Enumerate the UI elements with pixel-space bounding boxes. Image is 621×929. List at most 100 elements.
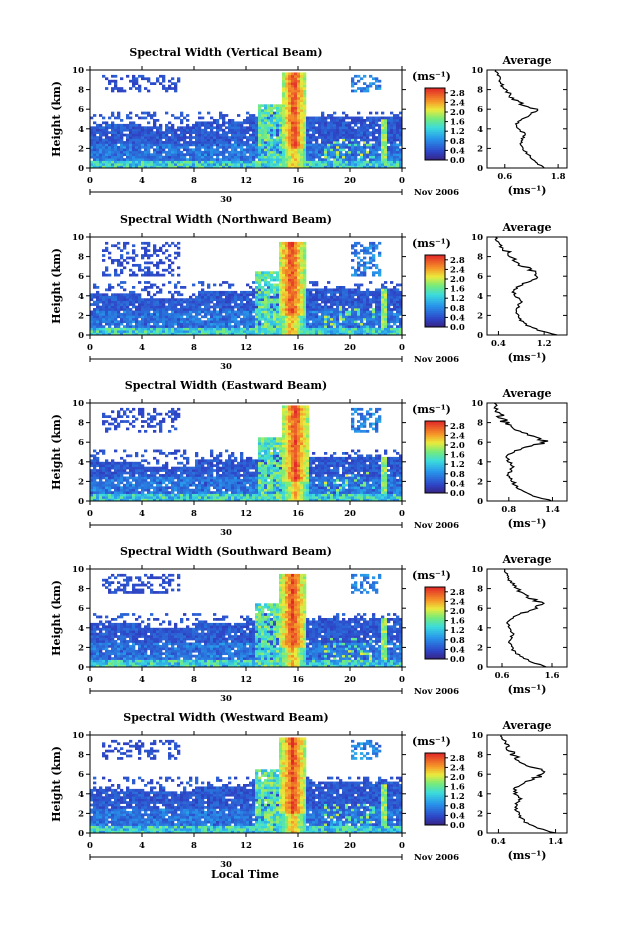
avg-y-tick-label: 8 xyxy=(477,585,483,595)
x-tick-label: 0 xyxy=(399,343,405,353)
y-tick-label: 4 xyxy=(78,790,84,800)
colorbar: 0.00.40.81.21.62.02.42.8 xyxy=(424,752,465,831)
panel-4: Spectral Width (Westward Beam) 0 2 4 6 8 10 Hei… xyxy=(50,711,568,870)
y-axis-label: Height (km) xyxy=(50,746,63,822)
month-label: Nov 2006 xyxy=(414,188,459,198)
y-axis-label: Height (km) xyxy=(50,248,63,324)
colorbar-tick-label: 2.0 xyxy=(450,108,465,118)
average-profile-line xyxy=(503,568,547,668)
x-axis-label: Local Time xyxy=(211,868,279,881)
panel-title: Spectral Width (Eastward Beam) xyxy=(125,379,327,392)
y-tick-label: 0 xyxy=(78,331,84,341)
avg-y-tick-label: 4 xyxy=(477,624,483,634)
panel-title: Spectral Width (Vertical Beam) xyxy=(129,46,322,59)
average-profile-line xyxy=(493,402,552,502)
month-label: Nov 2006 xyxy=(414,853,459,863)
avg-y-tick-label: 4 xyxy=(477,790,483,800)
colorbar-tick-label: 0.0 xyxy=(450,323,465,333)
avg-x-axis-label: (ms⁻¹) xyxy=(508,849,547,862)
panel-1: Spectral Width (Northward Beam) 0 2 4 6 8 10 He… xyxy=(50,213,568,372)
day-label: 30 xyxy=(220,195,232,205)
colorbar-tick-label: 2.0 xyxy=(450,441,465,451)
avg-x-tick-label: 0.4 xyxy=(491,339,506,349)
colorbar-tick-label: 2.4 xyxy=(450,597,465,607)
colorbar-tick-label: 1.6 xyxy=(450,285,465,295)
colorbar-tick-label: 1.2 xyxy=(450,792,465,802)
colorbar-tick-label: 1.2 xyxy=(450,294,465,304)
avg-y-tick-label: 8 xyxy=(477,253,483,263)
colorbar-tick-label: 0.4 xyxy=(450,479,465,489)
x-tick-label: 0 xyxy=(87,176,93,186)
average-profile-panel: Average 0 2 4 6 8 10 0.4 1.4(ms⁻¹) xyxy=(471,719,568,862)
avg-y-tick-label: 2 xyxy=(477,809,483,819)
x-tick-label: 16 xyxy=(292,509,304,519)
x-tick-label: 0 xyxy=(87,675,93,685)
y-tick-label: 10 xyxy=(72,399,84,409)
average-title: Average xyxy=(501,221,551,234)
x-tick-label: 16 xyxy=(292,176,304,186)
colorbar-tick-label: 0.8 xyxy=(450,470,465,480)
y-tick-label: 2 xyxy=(78,809,84,819)
day-label: 30 xyxy=(220,528,232,538)
colorbar: 0.00.40.81.21.62.02.42.8 xyxy=(424,420,465,499)
colorbar-tick-label: 1.6 xyxy=(450,451,465,461)
avg-x-tick-label: 1.6 xyxy=(545,671,560,681)
y-tick-label: 10 xyxy=(72,66,84,76)
avg-y-tick-label: 2 xyxy=(477,144,483,154)
average-title: Average xyxy=(501,54,551,67)
colorbar-tick-label: 0.8 xyxy=(450,137,465,147)
y-tick-label: 8 xyxy=(78,585,84,595)
y-tick-label: 10 xyxy=(72,565,84,575)
avg-x-tick-label: 1.4 xyxy=(545,505,560,515)
colorbar-tick-label: 0.0 xyxy=(450,821,465,831)
heatmap xyxy=(90,241,403,336)
x-tick-label: 0 xyxy=(399,841,405,851)
average-profile-line xyxy=(500,734,557,834)
avg-x-tick-label: 0.4 xyxy=(491,837,506,847)
x-tick-label: 8 xyxy=(191,841,197,851)
y-tick-label: 6 xyxy=(78,604,84,614)
y-tick-label: 8 xyxy=(78,86,84,96)
avg-y-tick-label: 8 xyxy=(477,419,483,429)
avg-y-tick-label: 8 xyxy=(477,86,483,96)
panel-3: Spectral Width (Southward Beam) 0 2 4 6 8 10 He… xyxy=(50,545,568,704)
average-profile-panel: Average 0 2 4 6 8 10 0.4 1.2 (ms⁻¹) xyxy=(471,221,568,364)
average-title: Average xyxy=(501,387,551,400)
x-tick-label: 8 xyxy=(191,176,197,186)
y-tick-label: 0 xyxy=(78,663,84,673)
avg-y-tick-label: 0 xyxy=(477,331,483,341)
avg-y-tick-label: 8 xyxy=(477,751,483,761)
panel-title: Spectral Width (Northward Beam) xyxy=(120,213,332,226)
avg-x-axis-label: (ms⁻¹) xyxy=(508,683,547,696)
average-profile-panel: Average 0 2 4 6 8 10 0.6 1.8 (ms⁻¹) xyxy=(471,54,568,197)
x-tick-label: 16 xyxy=(292,675,304,685)
colorbar-tick-label: 2.4 xyxy=(450,265,465,275)
avg-y-tick-label: 0 xyxy=(477,497,483,507)
colorbar: 0.00.40.81.21.62.02.42.8 xyxy=(424,254,465,333)
avg-y-tick-label: 2 xyxy=(477,311,483,321)
day-label: 30 xyxy=(220,694,232,704)
y-tick-label: 10 xyxy=(72,233,84,243)
colorbar-tick-label: 2.8 xyxy=(450,754,465,764)
colorbar-tick-label: 1.2 xyxy=(450,127,465,137)
colorbar-tick-label: 0.4 xyxy=(450,645,465,655)
colorbar-tick-label: 2.4 xyxy=(450,763,465,773)
x-tick-label: 4 xyxy=(139,343,145,353)
colorbar-tick-label: 1.6 xyxy=(450,118,465,128)
avg-y-tick-label: 2 xyxy=(477,477,483,487)
x-tick-label: 8 xyxy=(191,509,197,519)
y-tick-label: 6 xyxy=(78,438,84,448)
y-axis-label: Height (km) xyxy=(50,580,63,656)
panel-0: Spectral Width (Vertical Beam) 0 2 4 6 8 10 Hei… xyxy=(50,46,568,205)
avg-y-tick-label: 10 xyxy=(471,233,483,243)
average-profile-line xyxy=(494,69,545,169)
x-tick-label: 4 xyxy=(139,841,145,851)
colorbar-tick-label: 0.8 xyxy=(450,304,465,314)
x-tick-label: 0 xyxy=(399,675,405,685)
colorbar-unit: (ms⁻¹) xyxy=(412,237,451,250)
heatmap xyxy=(90,737,403,834)
avg-x-tick-label: 1.4 xyxy=(548,837,563,847)
average-title: Average xyxy=(501,719,551,732)
x-tick-label: 12 xyxy=(240,343,252,353)
x-tick-label: 12 xyxy=(240,675,252,685)
